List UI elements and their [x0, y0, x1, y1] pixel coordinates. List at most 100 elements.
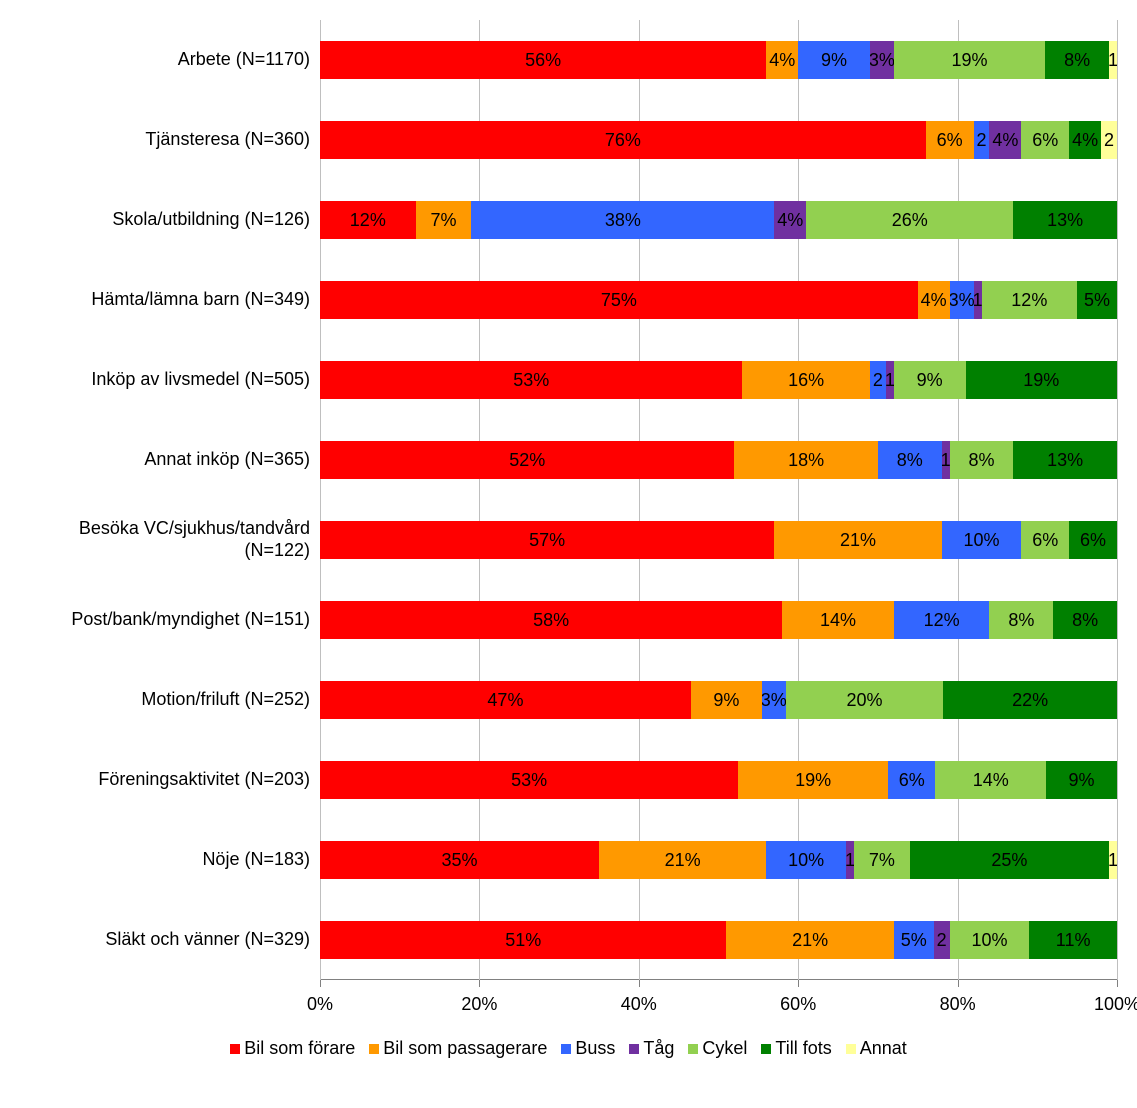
bar-row: 51%21%5%210%11%	[320, 900, 1117, 980]
x-tick-label: 80%	[940, 994, 976, 1015]
legend-item-annat: Annat	[846, 1038, 907, 1059]
bar-segment-tag: 1	[886, 361, 894, 399]
bar-segment-buss: 9%	[798, 41, 870, 79]
bar-segment-bil_passagerare: 16%	[742, 361, 870, 399]
bar-track: 47%9%3%20%22%	[320, 681, 1117, 719]
x-axis: 0%20%40%60%80%100%	[20, 988, 1117, 1018]
bar-segment-tag: 3%	[870, 41, 894, 79]
x-tick-label: 20%	[461, 994, 497, 1015]
bar-segment-cykel: 8%	[950, 441, 1014, 479]
legend-item-till_fots: Till fots	[761, 1038, 831, 1059]
bar-segment-tag: 1	[846, 841, 854, 879]
x-tick-label: 40%	[621, 994, 657, 1015]
bar-segment-buss: 2	[870, 361, 886, 399]
bar-segment-buss: 2	[974, 121, 990, 159]
category-label: Föreningsaktivitet (N=203)	[20, 740, 320, 820]
bar-segment-buss: 12%	[894, 601, 990, 639]
category-label: Annat inköp (N=365)	[20, 420, 320, 500]
bar-segment-tag: 4%	[989, 121, 1021, 159]
x-axis-ticks: 0%20%40%60%80%100%	[320, 988, 1117, 1018]
legend-item-buss: Buss	[561, 1038, 615, 1059]
bar-row: 35%21%10%17%25%1	[320, 820, 1117, 900]
legend-swatch	[688, 1044, 698, 1054]
legend-item-bil_passagerare: Bil som passagerare	[369, 1038, 547, 1059]
tick-mark	[798, 980, 799, 987]
bar-track: 57%21%10%6%6%	[320, 521, 1117, 559]
bar-row: 52%18%8%18%13%	[320, 420, 1117, 500]
tick-mark	[1117, 980, 1118, 987]
bar-segment-buss: 38%	[471, 201, 774, 239]
bar-row: 47%9%3%20%22%	[320, 660, 1117, 740]
x-tick-label: 60%	[780, 994, 816, 1015]
bar-segment-buss: 3%	[950, 281, 974, 319]
bar-segment-till_fots: 5%	[1077, 281, 1117, 319]
bar-row: 12%7%38%4%26%13%	[320, 180, 1117, 260]
tick-mark	[958, 980, 959, 987]
bar-row: 57%21%10%6%6%	[320, 500, 1117, 580]
bar-segment-till_fots: 19%	[966, 361, 1117, 399]
tick-mark	[639, 980, 640, 987]
bar-segment-bil_forare: 56%	[320, 41, 766, 79]
legend-label: Buss	[575, 1038, 615, 1059]
bar-segment-till_fots: 8%	[1053, 601, 1117, 639]
category-label: Post/bank/myndighet (N=151)	[20, 580, 320, 660]
plot-area: Arbete (N=1170)Tjänsteresa (N=360)Skola/…	[20, 20, 1117, 980]
bar-segment-bil_passagerare: 18%	[734, 441, 877, 479]
bar-segment-till_fots: 22%	[943, 681, 1117, 719]
y-axis-labels: Arbete (N=1170)Tjänsteresa (N=360)Skola/…	[20, 20, 320, 980]
category-label: Nöje (N=183)	[20, 820, 320, 900]
legend-label: Cykel	[702, 1038, 747, 1059]
bar-segment-bil_forare: 75%	[320, 281, 918, 319]
bar-segment-till_fots: 11%	[1029, 921, 1117, 959]
bar-segment-bil_forare: 53%	[320, 761, 738, 799]
bar-segment-till_fots: 4%	[1069, 121, 1101, 159]
bar-segment-till_fots: 25%	[910, 841, 1109, 879]
bar-track: 53%16%219%19%	[320, 361, 1117, 399]
bar-segment-bil_passagerare: 19%	[738, 761, 888, 799]
bar-track: 56%4%9%3%19%8%1	[320, 41, 1117, 79]
bar-segment-annat: 2	[1101, 121, 1117, 159]
bar-row: 53%16%219%19%	[320, 340, 1117, 420]
legend-swatch	[230, 1044, 240, 1054]
bar-segment-buss: 8%	[878, 441, 942, 479]
bar-segment-tag: 2	[934, 921, 950, 959]
bar-row: 75%4%3%112%5%	[320, 260, 1117, 340]
bar-segment-annat: 1	[1109, 841, 1117, 879]
bar-segment-cykel: 14%	[935, 761, 1045, 799]
bar-track: 51%21%5%210%11%	[320, 921, 1117, 959]
bar-segment-bil_forare: 12%	[320, 201, 416, 239]
bar-row: 58%14%12%8%8%	[320, 580, 1117, 660]
bar-segment-bil_forare: 58%	[320, 601, 782, 639]
bar-segment-till_fots: 13%	[1013, 201, 1117, 239]
category-label: Tjänsteresa (N=360)	[20, 100, 320, 180]
bar-segment-till_fots: 13%	[1013, 441, 1117, 479]
bar-segment-bil_forare: 51%	[320, 921, 726, 959]
category-label: Besöka VC/sjukhus/tandvård (N=122)	[20, 500, 320, 580]
legend-label: Tåg	[643, 1038, 674, 1059]
bar-segment-buss: 6%	[888, 761, 935, 799]
legend-label: Till fots	[775, 1038, 831, 1059]
bar-row: 53%19%6%14%9%	[320, 740, 1117, 820]
bar-segment-buss: 3%	[762, 681, 786, 719]
legend-label: Bil som förare	[244, 1038, 355, 1059]
bar-track: 53%19%6%14%9%	[320, 761, 1117, 799]
tick-mark	[479, 980, 480, 987]
bar-segment-bil_passagerare: 6%	[926, 121, 974, 159]
bar-row: 56%4%9%3%19%8%1	[320, 20, 1117, 100]
stacked-bar-chart: Arbete (N=1170)Tjänsteresa (N=360)Skola/…	[20, 20, 1117, 1059]
bar-segment-cykel: 26%	[806, 201, 1013, 239]
bar-segment-cykel: 9%	[894, 361, 966, 399]
bar-segment-till_fots: 6%	[1069, 521, 1117, 559]
bar-segment-cykel: 20%	[786, 681, 944, 719]
legend-swatch	[629, 1044, 639, 1054]
category-label: Hämta/lämna barn (N=349)	[20, 260, 320, 340]
bar-segment-cykel: 8%	[989, 601, 1053, 639]
legend-label: Annat	[860, 1038, 907, 1059]
category-label: Släkt och vänner (N=329)	[20, 900, 320, 980]
bar-segment-till_fots: 8%	[1045, 41, 1109, 79]
legend-item-bil_forare: Bil som förare	[230, 1038, 355, 1059]
bar-track: 35%21%10%17%25%1	[320, 841, 1117, 879]
bar-segment-bil_passagerare: 4%	[918, 281, 950, 319]
bar-row: 76%6%24%6%4%2	[320, 100, 1117, 180]
bar-segment-cykel: 10%	[950, 921, 1030, 959]
